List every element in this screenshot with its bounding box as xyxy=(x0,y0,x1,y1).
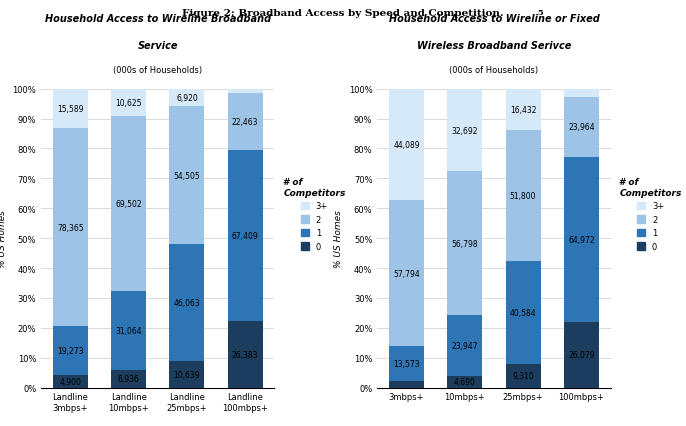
Bar xyxy=(447,172,482,315)
Bar xyxy=(228,94,263,151)
Bar xyxy=(389,201,424,347)
Bar xyxy=(111,89,146,116)
Bar xyxy=(447,89,482,172)
Text: Wireless Broadband Serivce: Wireless Broadband Serivce xyxy=(416,41,571,51)
Text: Service: Service xyxy=(137,41,178,51)
Bar xyxy=(506,131,541,262)
Bar xyxy=(389,347,424,381)
Bar xyxy=(53,129,88,327)
Bar xyxy=(169,89,204,107)
Text: 10,639: 10,639 xyxy=(174,370,200,379)
Text: 22,463: 22,463 xyxy=(232,118,259,127)
Text: 4,690: 4,690 xyxy=(454,377,475,386)
Bar xyxy=(53,327,88,375)
Text: 51,800: 51,800 xyxy=(510,192,536,201)
Text: 56,798: 56,798 xyxy=(451,239,478,248)
Text: 78,365: 78,365 xyxy=(57,223,84,232)
Text: 6,920: 6,920 xyxy=(176,94,198,103)
Bar xyxy=(564,158,599,322)
Text: 23,964: 23,964 xyxy=(568,123,595,132)
Bar xyxy=(111,116,146,292)
Text: 16,432: 16,432 xyxy=(510,106,536,115)
Text: 32,692: 32,692 xyxy=(451,126,478,135)
Text: 13,573: 13,573 xyxy=(393,359,420,368)
Text: 31,064: 31,064 xyxy=(115,326,142,335)
Text: 54,505: 54,505 xyxy=(174,171,200,180)
Bar xyxy=(111,370,146,388)
Bar xyxy=(389,89,424,201)
Text: (000s of Households): (000s of Households) xyxy=(449,66,539,75)
Bar xyxy=(506,262,541,364)
Text: 67,409: 67,409 xyxy=(232,231,259,240)
Bar xyxy=(169,245,204,361)
Bar xyxy=(111,292,146,370)
Text: Household Access to Wireline Broadband: Household Access to Wireline Broadband xyxy=(45,14,271,24)
Bar xyxy=(564,89,599,97)
Text: 10,625: 10,625 xyxy=(115,98,142,107)
Text: Figure 2: Broadband Access by Speed and Competition.: Figure 2: Broadband Access by Speed and … xyxy=(182,9,504,18)
Legend: 3+, 2, 1, 0: 3+, 2, 1, 0 xyxy=(283,178,346,251)
Text: 46,063: 46,063 xyxy=(174,298,200,307)
Bar xyxy=(564,322,599,388)
Y-axis label: % US Homes: % US Homes xyxy=(334,210,343,268)
Text: 9,310: 9,310 xyxy=(512,371,534,380)
Text: 44,089: 44,089 xyxy=(393,141,420,150)
Text: 19,273: 19,273 xyxy=(57,346,84,355)
Bar xyxy=(506,89,541,131)
Text: 15,589: 15,589 xyxy=(57,105,84,114)
Bar xyxy=(228,151,263,321)
Bar xyxy=(447,315,482,376)
Y-axis label: % US Homes: % US Homes xyxy=(0,210,7,268)
Bar xyxy=(228,321,263,388)
Text: 5: 5 xyxy=(537,9,543,17)
Bar xyxy=(389,381,424,388)
Bar xyxy=(53,375,88,388)
Text: 64,972: 64,972 xyxy=(568,235,595,244)
Text: 26,079: 26,079 xyxy=(568,350,595,359)
Text: 69,502: 69,502 xyxy=(115,199,142,208)
Legend: 3+, 2, 1, 0: 3+, 2, 1, 0 xyxy=(619,178,682,251)
Text: 57,794: 57,794 xyxy=(393,269,420,278)
Bar xyxy=(169,107,204,245)
Bar xyxy=(564,97,599,158)
Bar xyxy=(506,364,541,388)
Text: 23,947: 23,947 xyxy=(451,341,478,350)
Bar xyxy=(169,361,204,388)
Text: 6,936: 6,936 xyxy=(118,374,139,383)
Text: 26,383: 26,383 xyxy=(232,350,259,359)
Bar xyxy=(53,89,88,129)
Text: 4,900: 4,900 xyxy=(60,377,81,386)
Text: Household Access to Wireline or Fixed: Household Access to Wireline or Fixed xyxy=(388,14,600,24)
Bar xyxy=(447,376,482,388)
Bar xyxy=(228,89,263,94)
Text: (000s of Households): (000s of Households) xyxy=(113,66,202,75)
Text: 40,584: 40,584 xyxy=(510,308,536,317)
